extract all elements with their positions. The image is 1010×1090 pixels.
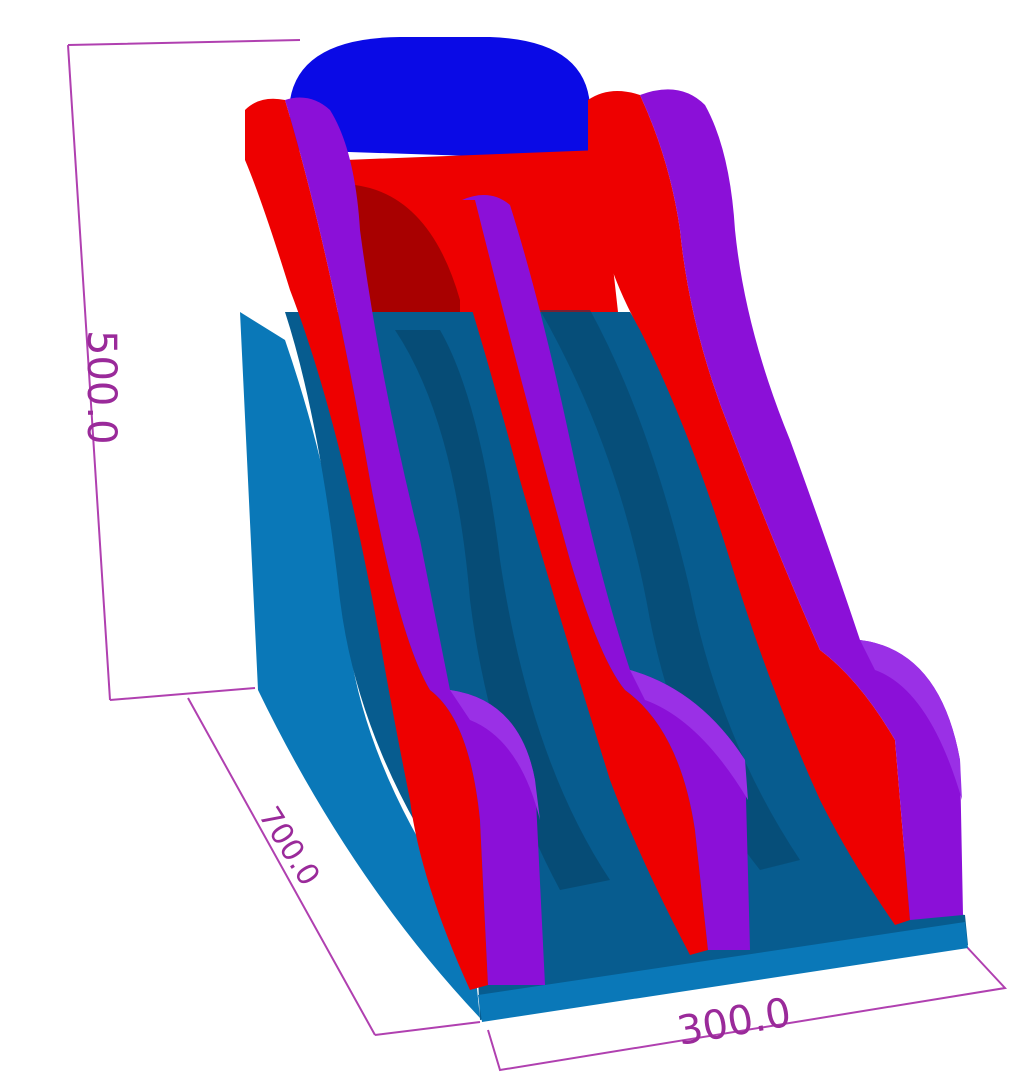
base-side [240,312,480,1018]
width-dimension-label: 300.0 [674,990,795,1055]
dimension-lines [67,39,1008,1072]
middle-rail [462,195,750,950]
lane-shadow-middle [540,310,800,870]
left-wall [245,98,488,990]
lane-shadow-left [395,330,610,890]
width-dimension-line [487,944,1008,1072]
right-wall [588,91,910,925]
height-dimension-line [67,39,301,701]
depth-dimension-label: 700.0 [251,801,326,892]
left-rail-highlight [450,690,540,820]
right-rail-highlight [860,640,962,800]
top-cap [290,37,590,160]
depth-dimension-line [187,697,481,1036]
left-rail [285,97,545,986]
middle-rail-highlight [630,670,748,800]
height-dimension-label: 500.0 [78,330,124,445]
middle-wall [456,195,708,955]
right-rail [640,89,963,920]
back-wall-shadow [355,185,460,330]
base-front-edge [478,922,968,1022]
